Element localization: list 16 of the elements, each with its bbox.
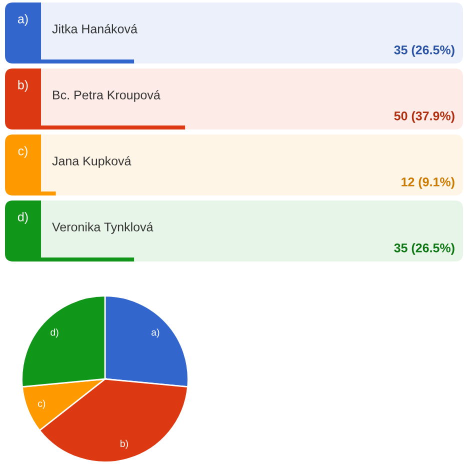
slice-label: d) bbox=[50, 328, 58, 338]
data-label: 50 (37.9%) bbox=[394, 111, 454, 123]
slice-label: c) bbox=[38, 400, 46, 409]
slice-label: a) bbox=[152, 328, 160, 338]
annotation: a) bbox=[18, 14, 28, 26]
annotation: b) bbox=[18, 80, 28, 92]
y-tick-label: Bc. Petra Kroupová bbox=[53, 90, 160, 102]
y-tick-label: Jitka Hanáková bbox=[52, 24, 138, 34]
data-label: 35 (26.5%) bbox=[394, 45, 454, 57]
data-label: 35 (26.5%) bbox=[394, 243, 454, 255]
y-tick-label: Veronika Tynklová bbox=[52, 222, 154, 234]
slice-label: b) bbox=[120, 440, 128, 449]
annotation: c) bbox=[18, 146, 28, 158]
annotation: d) bbox=[18, 212, 28, 224]
y-tick-label: Jana Kupková bbox=[52, 156, 132, 168]
data-label: 12 (9.1%) bbox=[402, 177, 454, 189]
